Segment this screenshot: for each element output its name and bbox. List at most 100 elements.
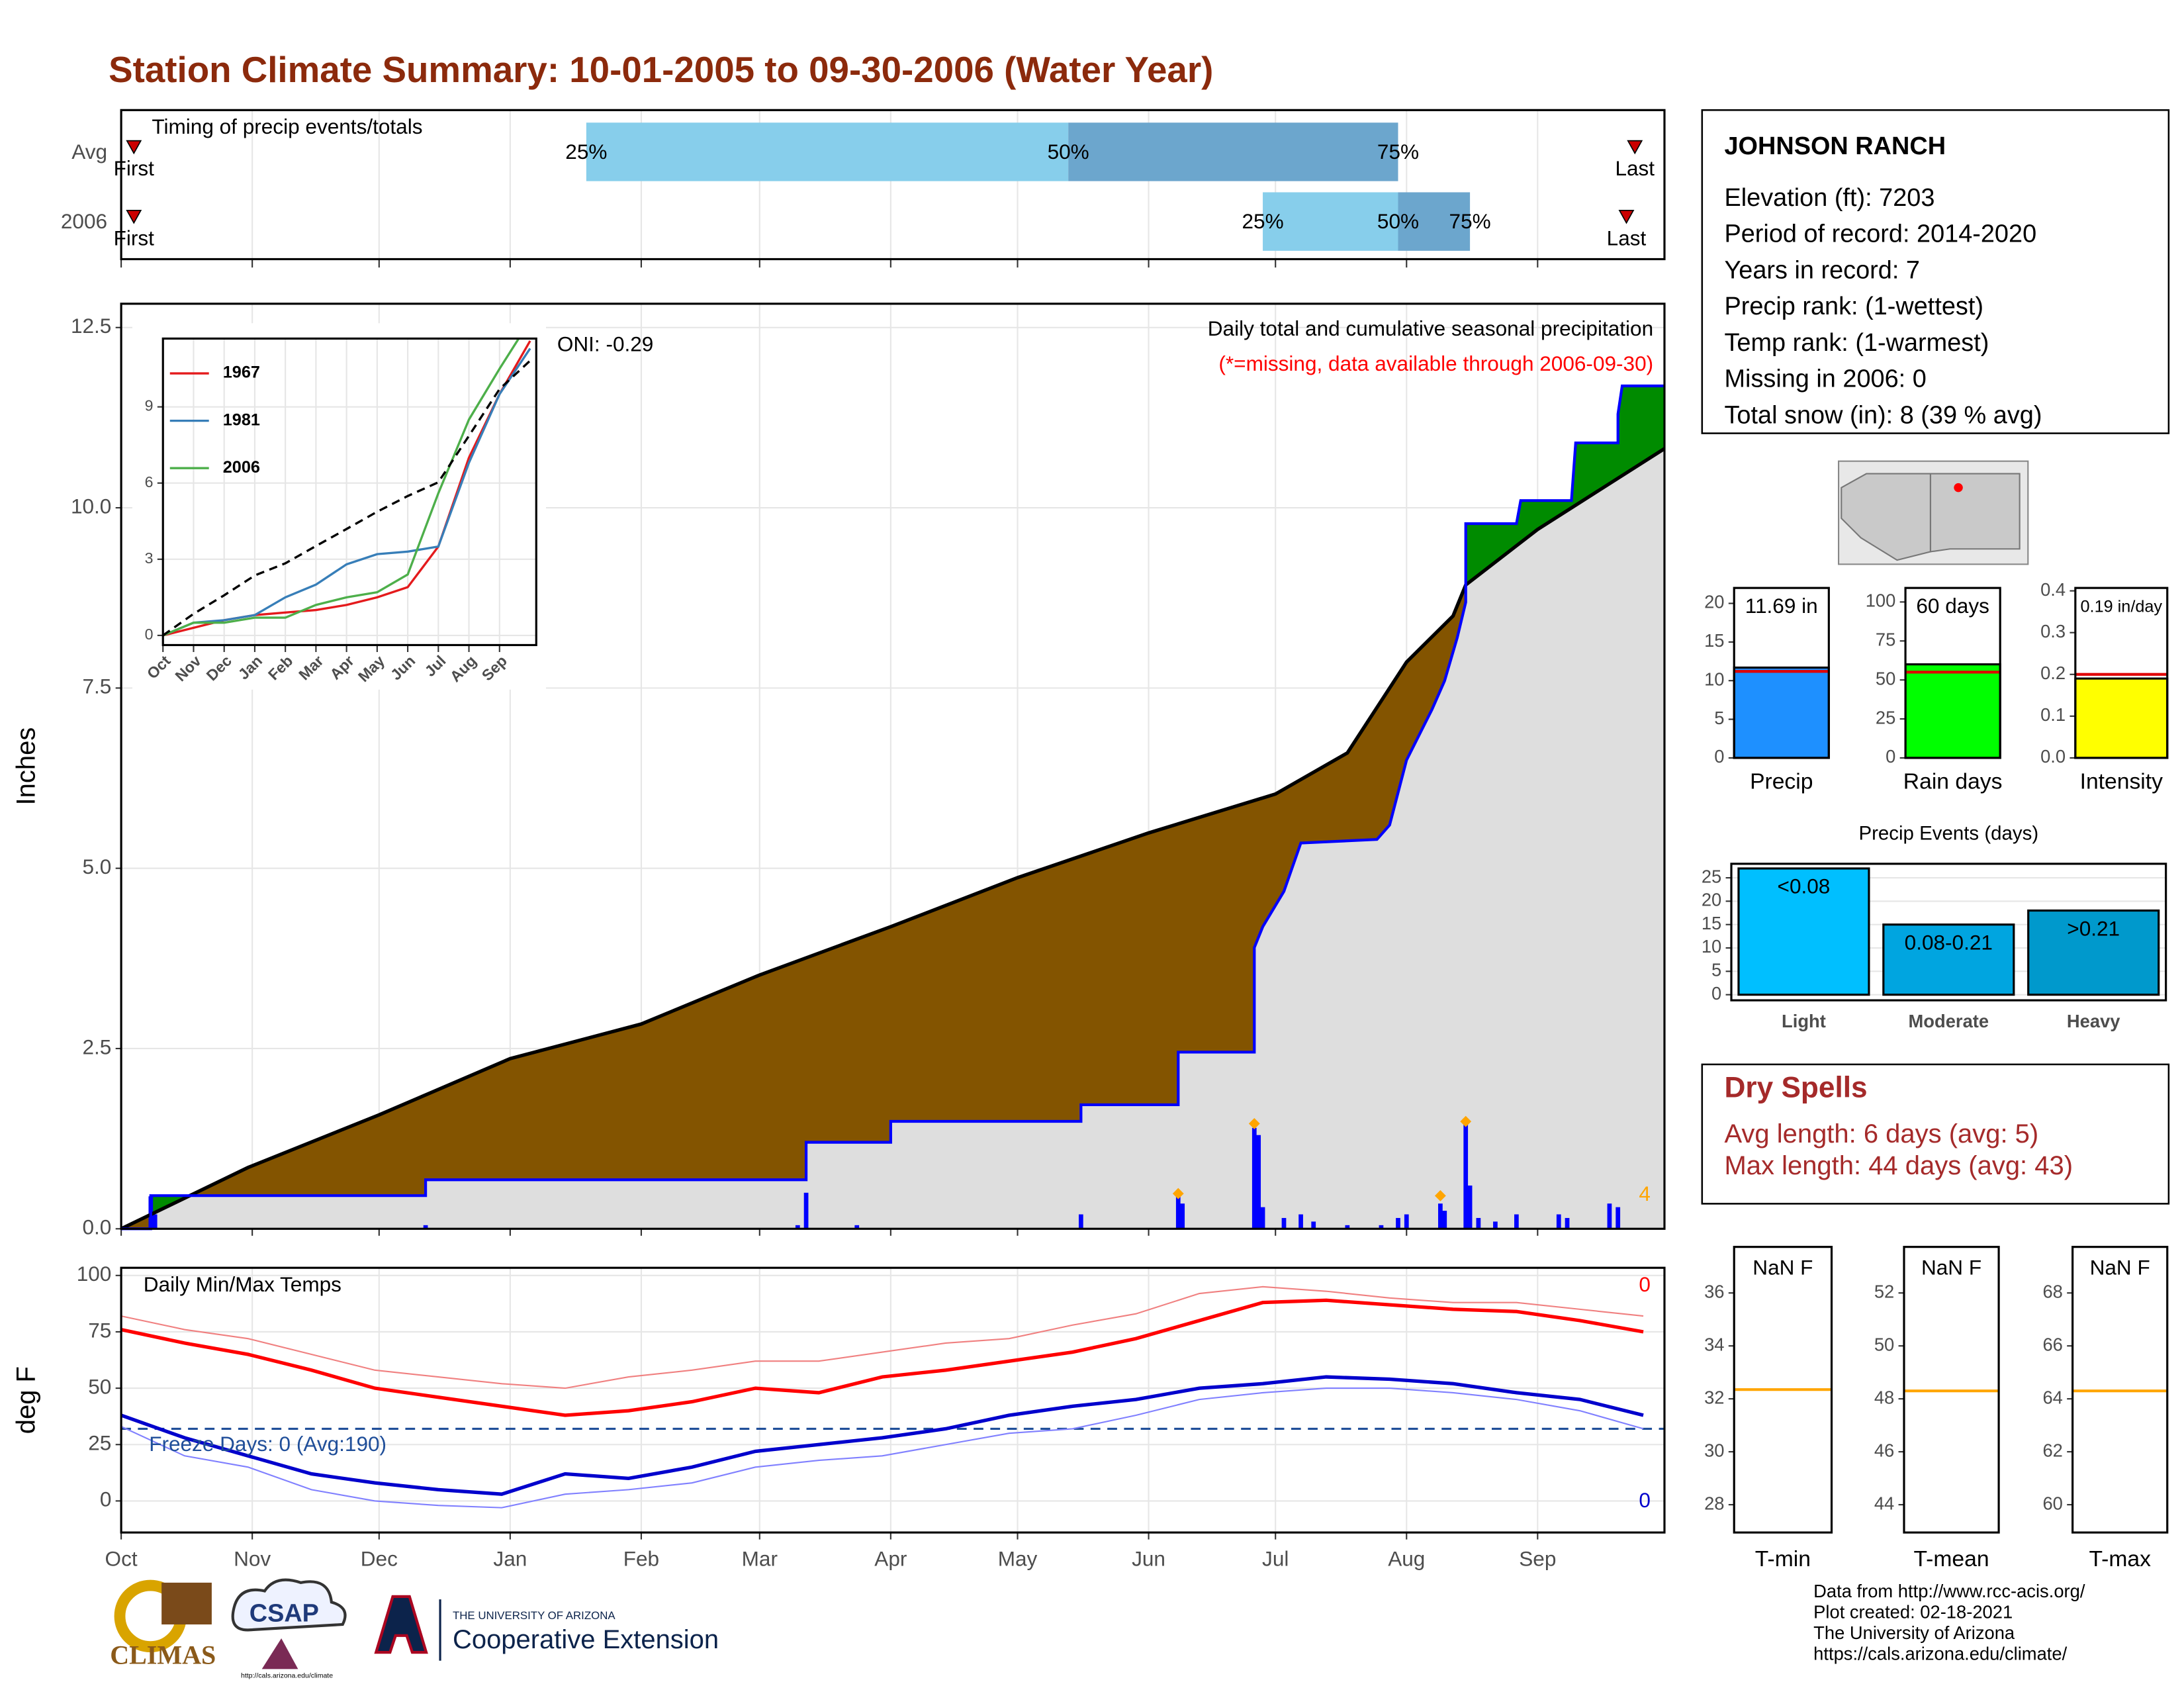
plot-frame — [2071, 1246, 2169, 1534]
daily-bar — [1476, 1217, 1481, 1229]
x-tick-label: Aug — [1388, 1547, 1425, 1571]
y-tick-label: 28 — [1704, 1493, 1724, 1513]
y-tick-label: 20 — [1702, 890, 1721, 910]
plot-frame — [120, 109, 1666, 261]
bar — [1882, 923, 2015, 996]
legend-label: 2006 — [223, 458, 260, 477]
daily-bar — [1438, 1203, 1443, 1229]
daily-bar — [152, 1214, 158, 1229]
quantile-bar — [586, 122, 1069, 181]
oni-label: ONI: -0.29 — [557, 332, 654, 355]
daily-bar — [1607, 1203, 1612, 1229]
y-tick-label: 52 — [1874, 1281, 1894, 1301]
y-tick-label: 25 — [1876, 707, 1895, 727]
series-line — [163, 359, 531, 637]
station-line: Precip rank: (1-wettest) — [1724, 293, 1983, 320]
csap-mountain — [261, 1638, 298, 1669]
y-tick-label: 66 — [2042, 1334, 2062, 1354]
climas-emblem — [161, 1582, 212, 1624]
plot-frame — [1903, 1246, 2000, 1534]
event-marker — [1460, 1115, 1472, 1127]
chart-note: (*=missing, data available through 2006-… — [1218, 352, 1653, 375]
max-count: 0 — [1639, 1272, 1651, 1296]
y-axis-title: deg F — [12, 1366, 41, 1434]
x-tick-label: May — [998, 1547, 1038, 1571]
x-tick-label: Sep — [1519, 1547, 1556, 1571]
ua-logo — [374, 1595, 428, 1654]
y-tick-label: 5 — [1711, 960, 1721, 980]
plot-frame — [161, 337, 537, 647]
y-axis-title: Inches — [12, 727, 41, 806]
daily-bar — [1078, 1214, 1083, 1229]
y-tick-label: 6 — [145, 473, 154, 491]
y-tick-label: 25 — [88, 1431, 111, 1455]
station-name: JOHNSON RANCH — [1724, 132, 1946, 160]
station-line: Temp rank: (1-warmest) — [1724, 329, 1989, 357]
y-tick-label: 46 — [1874, 1440, 1894, 1460]
bar — [2074, 677, 2169, 759]
x-tick-label: Jul — [1262, 1547, 1289, 1571]
category-label: Heavy — [2067, 1011, 2120, 1031]
category-label: T-min — [1755, 1547, 1811, 1571]
event-marker — [1248, 1117, 1260, 1129]
daily-bar — [1260, 1207, 1265, 1229]
y-tick-label: 15 — [1704, 630, 1724, 651]
station-location — [1954, 483, 1963, 492]
category-label: Moderate — [1909, 1011, 1989, 1031]
daily-bar — [1175, 1196, 1181, 1229]
x-tick-label: Apr — [874, 1547, 907, 1571]
category-label: T-mean — [1913, 1547, 1989, 1571]
dry-spells-box — [1701, 1063, 2170, 1205]
daily-bar — [795, 1225, 800, 1229]
x-tick-label: Dec — [361, 1547, 398, 1571]
dry-spells-title: Dry Spells — [1724, 1072, 1867, 1104]
category-label: Light — [1782, 1011, 1826, 1031]
station-line: Elevation (ft): 7203 — [1724, 184, 1934, 212]
x-tick-label: Oct — [105, 1547, 138, 1571]
corner-label: 4 — [1639, 1182, 1651, 1205]
plot-frame — [2074, 586, 2169, 759]
value-label: 0.08-0.21 — [1905, 931, 1993, 955]
row-label: 2006 — [61, 209, 107, 233]
y-tick-label: 30 — [1704, 1440, 1724, 1460]
chart-title: Precip Events (days) — [1858, 822, 2038, 844]
csap-url: http://cals.arizona.edu/climate — [241, 1672, 333, 1680]
bar — [2027, 909, 2160, 996]
event-label: First — [114, 226, 155, 250]
bar — [1733, 666, 1830, 759]
event-label: Last — [1607, 226, 1647, 250]
y-tick-label: 5.0 — [83, 855, 112, 878]
daily-bar — [803, 1192, 809, 1229]
y-tick-label: 2.5 — [83, 1035, 112, 1058]
quantile-bar — [1263, 192, 1398, 251]
quantile-label: 75% — [1449, 209, 1491, 233]
dry-spells-line: Avg length: 6 days (avg: 5) — [1724, 1119, 2038, 1149]
y-tick-label: 50 — [1876, 668, 1895, 688]
value-label: 0.19 in/day — [2081, 597, 2163, 616]
daily-bar — [854, 1225, 860, 1229]
quantile-bar — [1068, 122, 1398, 181]
value-label: 60 days — [1916, 594, 1989, 618]
y-tick-label: 7.5 — [83, 675, 112, 698]
y-tick-label: 0.0 — [2040, 746, 2066, 767]
x-tick-label: Feb — [623, 1547, 659, 1571]
y-tick-label: 20 — [1704, 592, 1724, 612]
value-label: >0.21 — [2067, 916, 2120, 940]
y-tick-label: 62 — [2042, 1440, 2062, 1460]
y-tick-label: 36 — [1704, 1281, 1724, 1301]
y-tick-label: 3 — [145, 549, 154, 567]
y-tick-label: 75 — [1876, 629, 1895, 649]
y-tick-label: 0 — [100, 1487, 112, 1511]
station-box — [1701, 109, 2170, 434]
daily-bar — [423, 1225, 428, 1229]
x-tick-label: Jun — [1132, 1547, 1165, 1571]
value-label: NaN F — [1752, 1256, 1813, 1280]
legend-label: 1967 — [223, 363, 260, 382]
dry-spells-line: Max length: 44 days (avg: 43) — [1724, 1151, 2073, 1180]
y-tick-label: 68 — [2042, 1281, 2062, 1301]
value-label: NaN F — [1921, 1256, 1981, 1280]
daily-bar — [1467, 1185, 1473, 1229]
ua-name: THE UNIVERSITY OF ARIZONA — [453, 1609, 615, 1622]
quantile-label: 25% — [565, 140, 607, 164]
